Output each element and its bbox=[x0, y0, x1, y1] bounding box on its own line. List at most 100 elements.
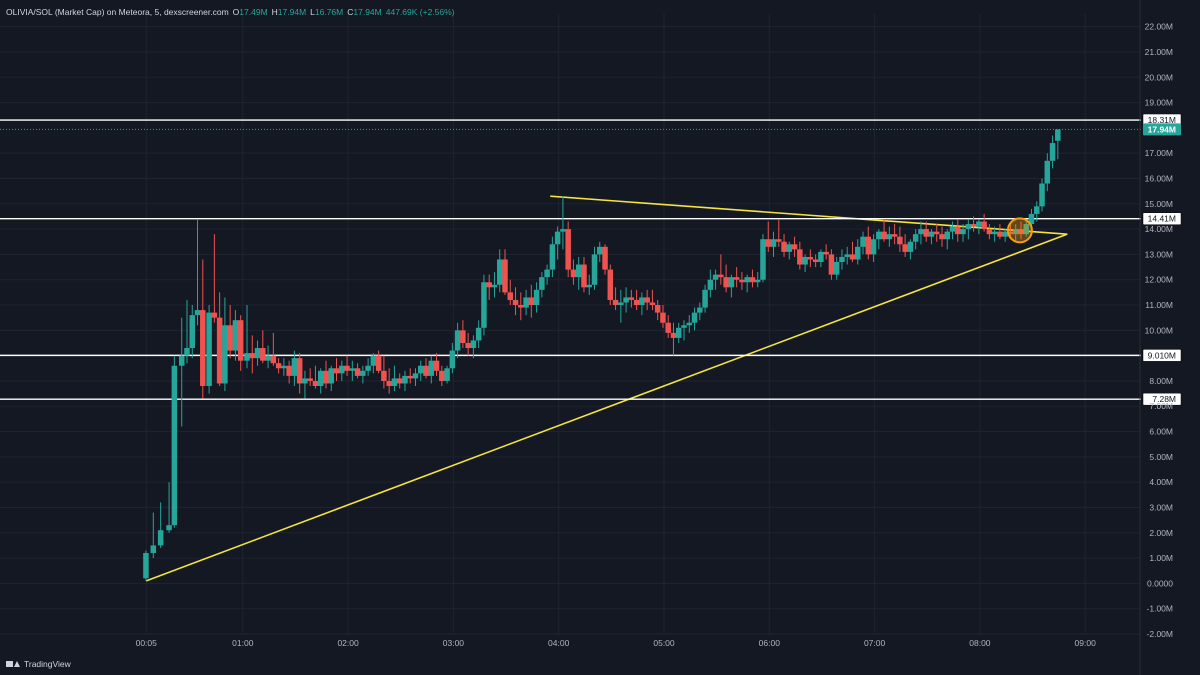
candle-down[interactable] bbox=[849, 241, 856, 262]
candle-down[interactable] bbox=[649, 289, 656, 311]
candle-up[interactable] bbox=[691, 307, 698, 331]
candle-down[interactable] bbox=[211, 234, 218, 323]
candle-up[interactable] bbox=[770, 231, 777, 257]
time-axis[interactable]: 00:05 01:00 02:00 03:00 04:00 05:00 06:00 07:00… bbox=[136, 638, 1097, 648]
candle-up[interactable] bbox=[302, 370, 308, 399]
candle-down[interactable] bbox=[897, 226, 903, 252]
candle-up[interactable] bbox=[560, 196, 566, 250]
candle-up[interactable] bbox=[370, 353, 377, 374]
candle-up[interactable] bbox=[533, 282, 540, 313]
candle-up[interactable] bbox=[754, 272, 761, 288]
candle-up[interactable] bbox=[870, 234, 877, 262]
candle-down[interactable] bbox=[512, 287, 519, 316]
candle-up[interactable] bbox=[491, 272, 498, 298]
candle-down[interactable] bbox=[644, 289, 650, 311]
candle-down[interactable] bbox=[955, 218, 961, 242]
candle-up[interactable] bbox=[166, 482, 172, 533]
candle-up[interactable] bbox=[544, 264, 550, 285]
candle-up[interactable] bbox=[702, 284, 708, 313]
candle-down[interactable] bbox=[812, 254, 819, 268]
candle-up[interactable] bbox=[1034, 201, 1040, 222]
candle-up[interactable] bbox=[907, 239, 914, 260]
candle-down[interactable] bbox=[765, 221, 771, 252]
candle-up[interactable] bbox=[291, 350, 298, 386]
candle-up[interactable] bbox=[391, 365, 398, 392]
candle-up[interactable] bbox=[189, 305, 196, 359]
candle-down[interactable] bbox=[781, 234, 787, 257]
candle-down[interactable] bbox=[439, 365, 445, 386]
candle-up[interactable] bbox=[686, 315, 693, 333]
candle-up[interactable] bbox=[818, 249, 824, 268]
candle-down[interactable] bbox=[407, 368, 413, 384]
candle-down[interactable] bbox=[823, 244, 829, 260]
candle-down[interactable] bbox=[970, 216, 977, 232]
candle-down[interactable] bbox=[237, 315, 244, 371]
candle-up[interactable] bbox=[184, 299, 190, 364]
candle-up[interactable] bbox=[991, 226, 998, 242]
candle-down[interactable] bbox=[216, 292, 223, 386]
candle-up[interactable] bbox=[428, 355, 435, 384]
candle-up[interactable] bbox=[839, 249, 845, 270]
candle-up[interactable] bbox=[860, 231, 866, 255]
candle-up[interactable] bbox=[150, 512, 157, 559]
candle-down[interactable] bbox=[423, 358, 429, 379]
candle-up[interactable] bbox=[444, 365, 450, 384]
candle-down[interactable] bbox=[607, 264, 614, 306]
candle-up[interactable] bbox=[918, 221, 924, 245]
candle-up[interactable] bbox=[317, 368, 324, 394]
candle-down[interactable] bbox=[739, 272, 745, 290]
candle-down[interactable] bbox=[981, 213, 987, 232]
candle-down[interactable] bbox=[633, 289, 640, 311]
candle-down[interactable] bbox=[375, 350, 382, 374]
candle-down[interactable] bbox=[723, 264, 729, 293]
candle-down[interactable] bbox=[270, 332, 277, 366]
candle-up[interactable] bbox=[928, 229, 935, 245]
trendline[interactable] bbox=[145, 233, 1068, 582]
candle-down[interactable] bbox=[923, 221, 929, 242]
candle-up[interactable] bbox=[623, 287, 629, 313]
candle-up[interactable] bbox=[639, 292, 645, 316]
candle-down[interactable] bbox=[260, 330, 266, 364]
candle-up[interactable] bbox=[194, 218, 201, 326]
candle-up[interactable] bbox=[591, 246, 598, 290]
candle-up[interactable] bbox=[328, 365, 335, 392]
candle-down[interactable] bbox=[275, 358, 282, 374]
candle-down[interactable] bbox=[323, 360, 329, 389]
candle-up[interactable] bbox=[697, 302, 703, 321]
candle-down[interactable] bbox=[718, 254, 724, 285]
candle-down[interactable] bbox=[333, 358, 340, 381]
candle-up[interactable] bbox=[470, 335, 477, 359]
candle-down[interactable] bbox=[997, 224, 1003, 240]
candle-up[interactable] bbox=[402, 370, 408, 392]
candle-down[interactable] bbox=[865, 226, 872, 260]
candle-up[interactable] bbox=[976, 218, 982, 235]
candle-up[interactable] bbox=[707, 269, 714, 298]
candle-up[interactable] bbox=[254, 340, 261, 366]
candle-up[interactable] bbox=[360, 365, 366, 384]
candle-up[interactable] bbox=[618, 289, 624, 323]
candle-down[interactable] bbox=[528, 284, 535, 318]
candle-up[interactable] bbox=[244, 305, 250, 369]
candle-up[interactable] bbox=[1012, 224, 1019, 242]
candle-up[interactable] bbox=[523, 289, 529, 316]
candle-down[interactable] bbox=[654, 299, 661, 321]
candle-up[interactable] bbox=[760, 234, 766, 283]
candle-down[interactable] bbox=[518, 292, 524, 321]
candle-down[interactable] bbox=[939, 226, 945, 247]
candle-up[interactable] bbox=[728, 274, 735, 298]
candle-down[interactable] bbox=[628, 289, 635, 308]
candle-down[interactable] bbox=[344, 355, 350, 376]
price-axis[interactable]: 22.00M 21.00M 20.00M 19.00M 17.00M 16.00M 15.0… bbox=[1139, 0, 1173, 675]
candle-up[interactable] bbox=[178, 317, 185, 427]
candle-down[interactable] bbox=[891, 224, 898, 245]
candle-up[interactable] bbox=[418, 360, 424, 381]
candle-down[interactable] bbox=[807, 249, 814, 268]
candle-up[interactable] bbox=[802, 254, 808, 273]
candle-up[interactable] bbox=[855, 239, 861, 265]
candle-down[interactable] bbox=[791, 236, 798, 257]
candle-up[interactable] bbox=[265, 345, 271, 369]
candle-down[interactable] bbox=[507, 279, 514, 306]
candle-up[interactable] bbox=[1044, 153, 1051, 192]
candle-up[interactable] bbox=[575, 256, 582, 290]
